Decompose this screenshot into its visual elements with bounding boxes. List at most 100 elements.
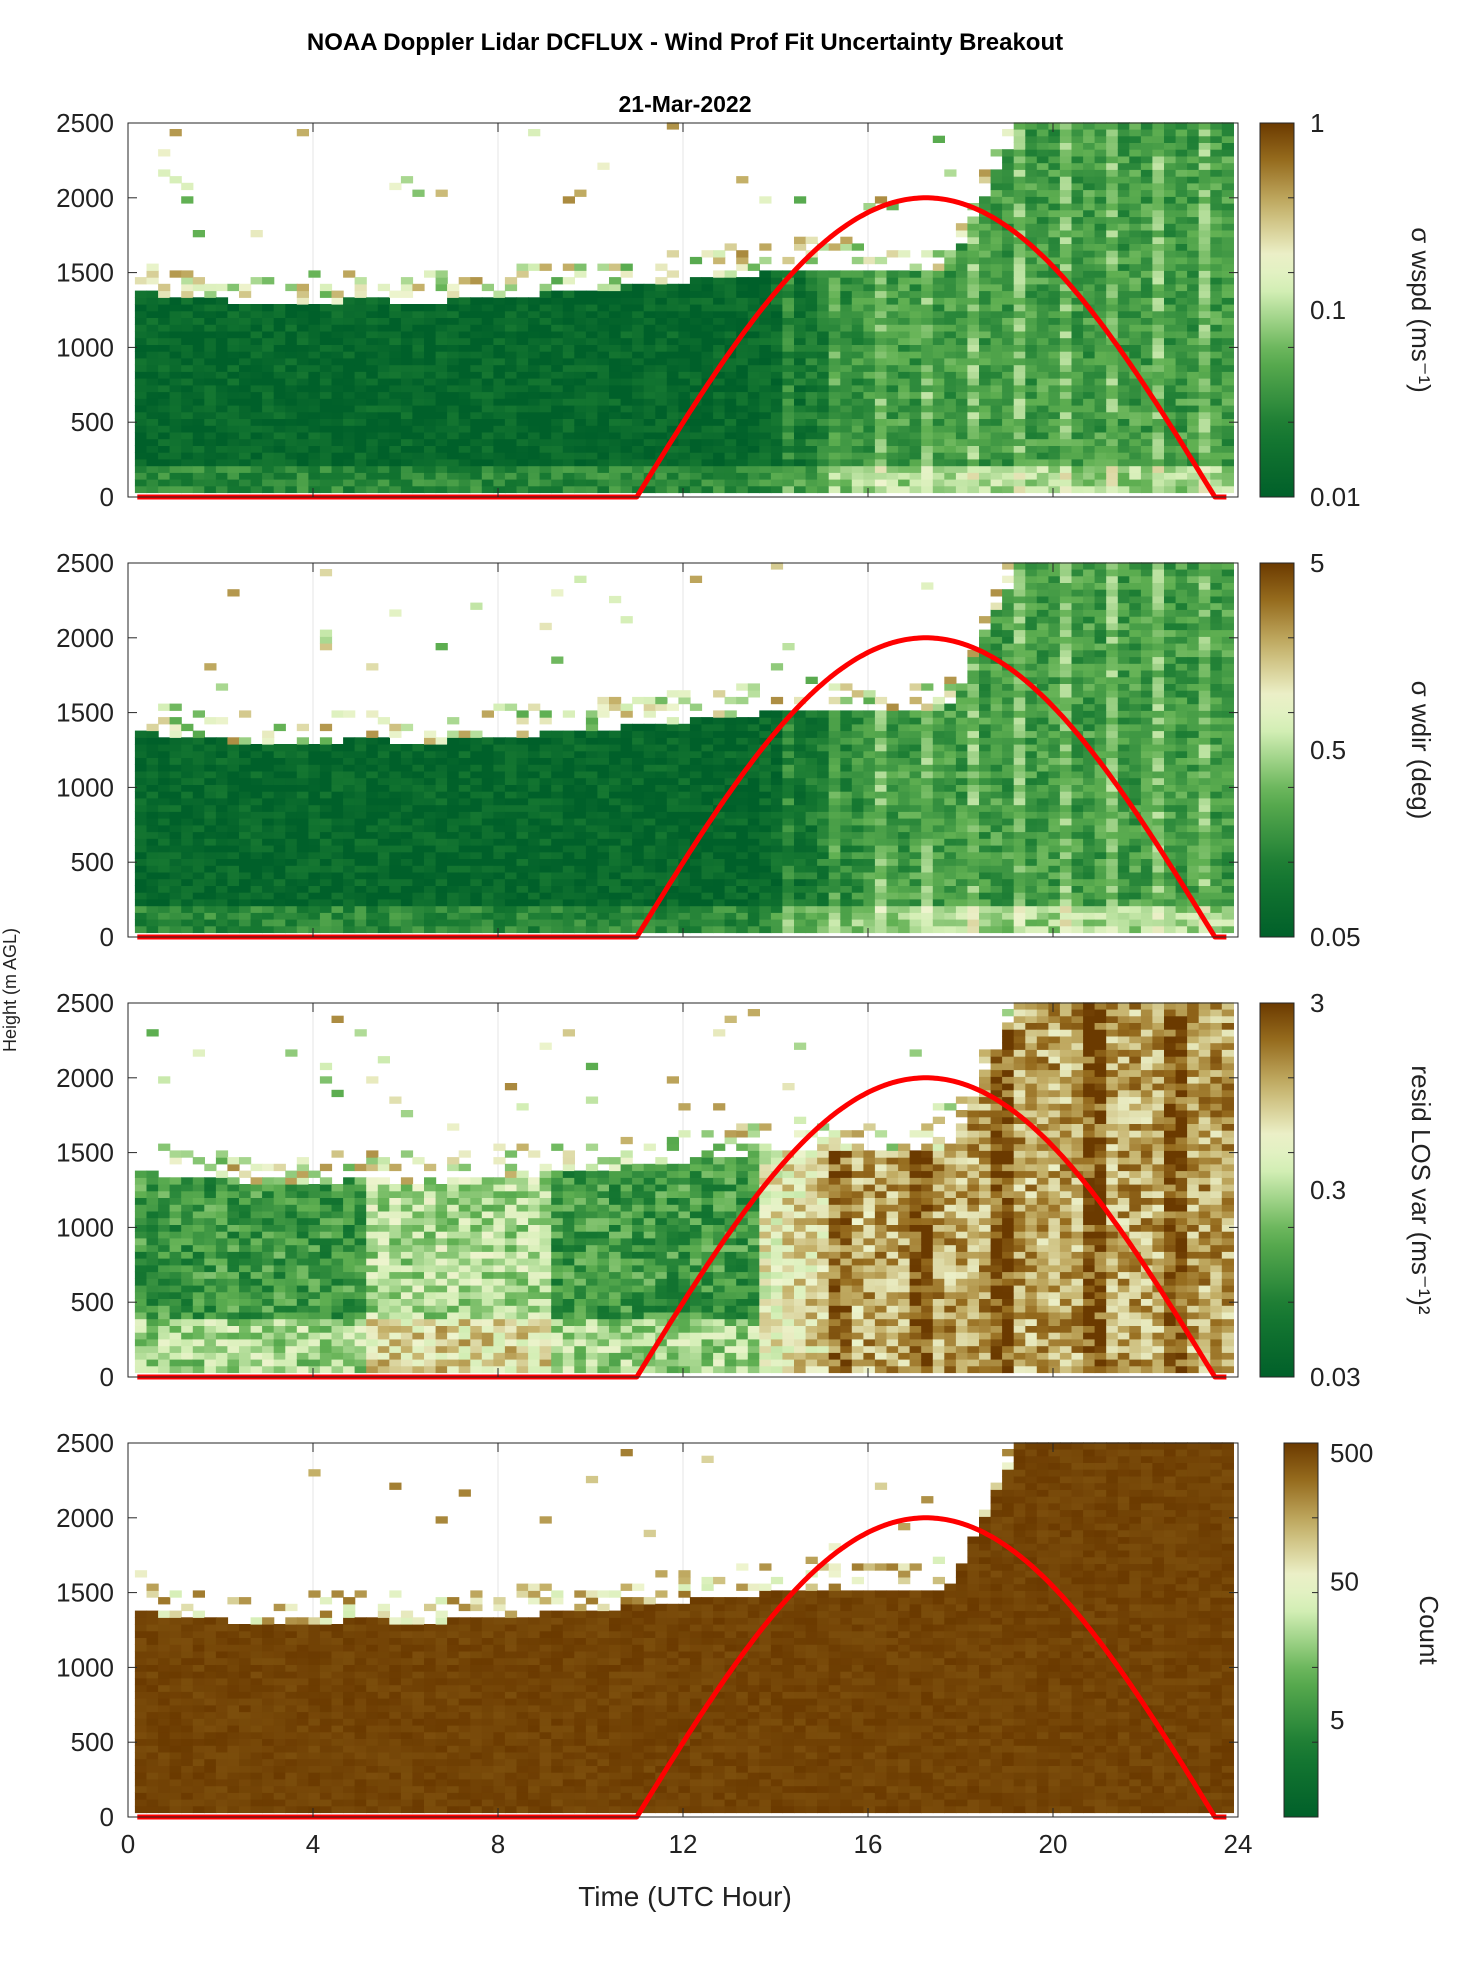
heatmap-cell (585, 364, 599, 372)
heatmap-cell (585, 804, 599, 812)
heatmap-cell (1106, 270, 1119, 278)
heatmap-cell (1129, 283, 1142, 292)
heatmap-cell (308, 391, 321, 399)
heatmap-cell (458, 398, 471, 406)
heatmap-cell (944, 405, 957, 413)
heatmap-cell (840, 384, 853, 393)
heatmap-cell (343, 317, 356, 325)
heatmap-cell (782, 290, 795, 298)
heatmap-cell (389, 304, 402, 312)
heatmap-cell (828, 405, 841, 413)
heatmap-cell (343, 818, 356, 826)
heatmap-cell (516, 337, 529, 345)
heatmap-cell (1094, 324, 1107, 332)
heatmap-cell (366, 831, 379, 839)
heatmap-cell (990, 479, 1003, 487)
heatmap-cell (273, 858, 286, 866)
heatmap-cell (1164, 162, 1177, 170)
heatmap-cell (990, 438, 1003, 446)
heatmap-cell (239, 811, 252, 819)
heatmap-cell (308, 831, 321, 839)
heatmap-cell (192, 357, 205, 366)
heatmap-cell (840, 317, 853, 325)
heatmap-cell (308, 371, 321, 379)
heatmap-cell (319, 324, 333, 332)
heatmap-cell (886, 371, 899, 379)
heatmap-cell (354, 283, 367, 292)
heatmap-cell (747, 371, 760, 379)
heatmap-cell (250, 892, 263, 900)
heatmap-cell (655, 472, 668, 480)
heatmap-cell (1002, 391, 1015, 399)
heatmap-cell (285, 871, 298, 880)
heatmap-cell (1198, 364, 1211, 372)
heatmap-cell (817, 270, 830, 278)
heatmap-cell (227, 845, 240, 853)
heatmap-cell (1164, 324, 1177, 332)
heatmap-cell (181, 324, 194, 332)
heatmap-cell (400, 283, 414, 292)
heatmap-cell (597, 925, 610, 934)
heatmap-cell (493, 324, 506, 332)
heatmap-cell (794, 290, 807, 298)
heatmap-cell (736, 398, 749, 406)
heatmap-cell (470, 878, 483, 886)
heatmap-cell (574, 770, 587, 779)
heatmap-cell (516, 485, 529, 494)
heatmap-cell (1117, 230, 1130, 238)
heatmap-cell (932, 135, 945, 143)
heatmap-cell (666, 445, 679, 453)
heatmap-cell (215, 324, 229, 332)
heatmap-cell (239, 283, 252, 292)
heatmap-cell (805, 371, 818, 379)
heatmap-cell (134, 438, 148, 446)
heatmap-cell (169, 858, 182, 866)
heatmap-cell (1198, 129, 1211, 137)
heatmap-cell (435, 438, 448, 446)
heatmap-cell (354, 297, 367, 305)
heatmap-cell (366, 317, 379, 325)
heatmap-cell (736, 357, 749, 366)
heatmap-cell (204, 378, 217, 386)
heatmap-cell (227, 885, 240, 893)
heatmap-cell (609, 770, 622, 779)
heatmap-cell (863, 398, 876, 406)
heatmap-cell (239, 485, 252, 494)
heatmap-cell (678, 290, 691, 298)
heatmap-cell (632, 912, 645, 920)
heatmap-cell (620, 452, 633, 460)
heatmap-cell (551, 898, 564, 907)
heatmap-cell (481, 431, 494, 440)
heatmap-cell (424, 831, 437, 839)
heatmap-cell (1175, 283, 1188, 292)
heatmap-cell (1164, 230, 1177, 238)
heatmap-cell (874, 431, 888, 440)
heatmap-cell (285, 357, 298, 366)
heatmap-cell (1071, 169, 1084, 177)
heatmap-cell (146, 425, 159, 433)
heatmap-cell (817, 297, 830, 305)
heatmap-cell (493, 297, 506, 305)
heatmap-cell (158, 472, 171, 480)
heatmap-cell (1164, 297, 1177, 305)
heatmap-cell (181, 391, 194, 399)
heatmap-cell (909, 465, 922, 473)
heatmap-cell (979, 216, 992, 224)
heatmap-cell (967, 479, 980, 487)
heatmap-cell (539, 438, 552, 446)
heatmap-cell (308, 270, 321, 278)
heatmap-cell (227, 858, 240, 866)
heatmap-cell (736, 277, 749, 285)
heatmap-cell (400, 757, 414, 765)
heatmap-cell (1187, 270, 1200, 278)
heatmap-cell (239, 405, 252, 413)
heatmap-cell (366, 485, 379, 494)
heatmap-cell (262, 330, 275, 339)
heatmap-cell (528, 418, 541, 426)
heatmap-cell (424, 845, 437, 853)
heatmap-cell (389, 317, 402, 325)
heatmap-cell (250, 310, 263, 318)
heatmap-cell (366, 357, 379, 366)
heatmap-cell (979, 378, 992, 386)
heatmap-cell (239, 472, 252, 480)
